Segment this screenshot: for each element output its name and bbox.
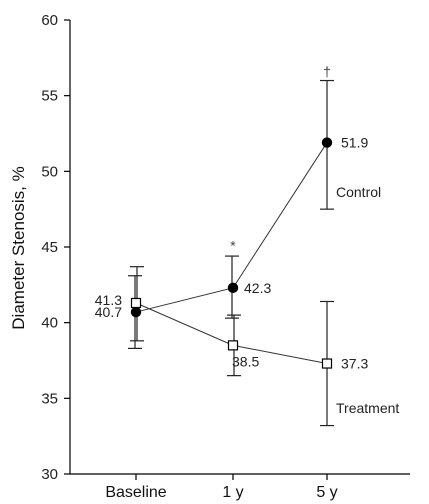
annotation-mark-0: *: [230, 237, 236, 253]
series-name-treatment: Treatment: [336, 400, 399, 416]
point-treatment-2: [321, 358, 333, 369]
y-tick-label-55: 55: [41, 88, 58, 105]
y-tick-label-40: 40: [41, 315, 58, 332]
data-label-control-1: 42.3: [244, 280, 271, 296]
x-categories: Baseline 1 y 5 y: [105, 474, 338, 501]
y-tick-label-30: 30: [41, 466, 58, 483]
point-treatment-1: [227, 340, 239, 351]
data-label-control-2: 51.9: [341, 135, 368, 151]
point-control-1: [227, 282, 239, 294]
y-ticks: 30 35 40 45 50 55 60: [41, 12, 70, 483]
point-treatment-0: [130, 297, 142, 309]
x-tick-label-2: 5 y: [316, 484, 337, 501]
data-labels: 40.7 42.3 51.9 41.3 38.5 37.3: [95, 135, 369, 372]
annotation-mark-1: †: [323, 63, 331, 79]
y-tick-label-60: 60: [41, 12, 58, 29]
data-label-treatment-2: 37.3: [341, 356, 368, 372]
y-axis-title: Diameter Stenosis, %: [9, 166, 28, 329]
x-tick-label-0: Baseline: [105, 484, 166, 501]
x-tick-label-1: 1 y: [222, 484, 243, 501]
data-label-control-0: 40.7: [95, 304, 122, 320]
y-tick-label-45: 45: [41, 239, 58, 256]
y-tick-label-50: 50: [41, 163, 58, 180]
series-name-control: Control: [336, 184, 381, 200]
data-label-treatment-1: 38.5: [232, 353, 259, 369]
data-label-treatment-0: 41.3: [95, 292, 122, 308]
point-control-0: [130, 306, 142, 318]
point-control-2: [321, 137, 333, 148]
y-tick-label-35: 35: [41, 390, 58, 407]
series-names: Control Treatment: [336, 184, 399, 416]
annotations: *†: [230, 63, 331, 253]
markers: [130, 137, 333, 369]
